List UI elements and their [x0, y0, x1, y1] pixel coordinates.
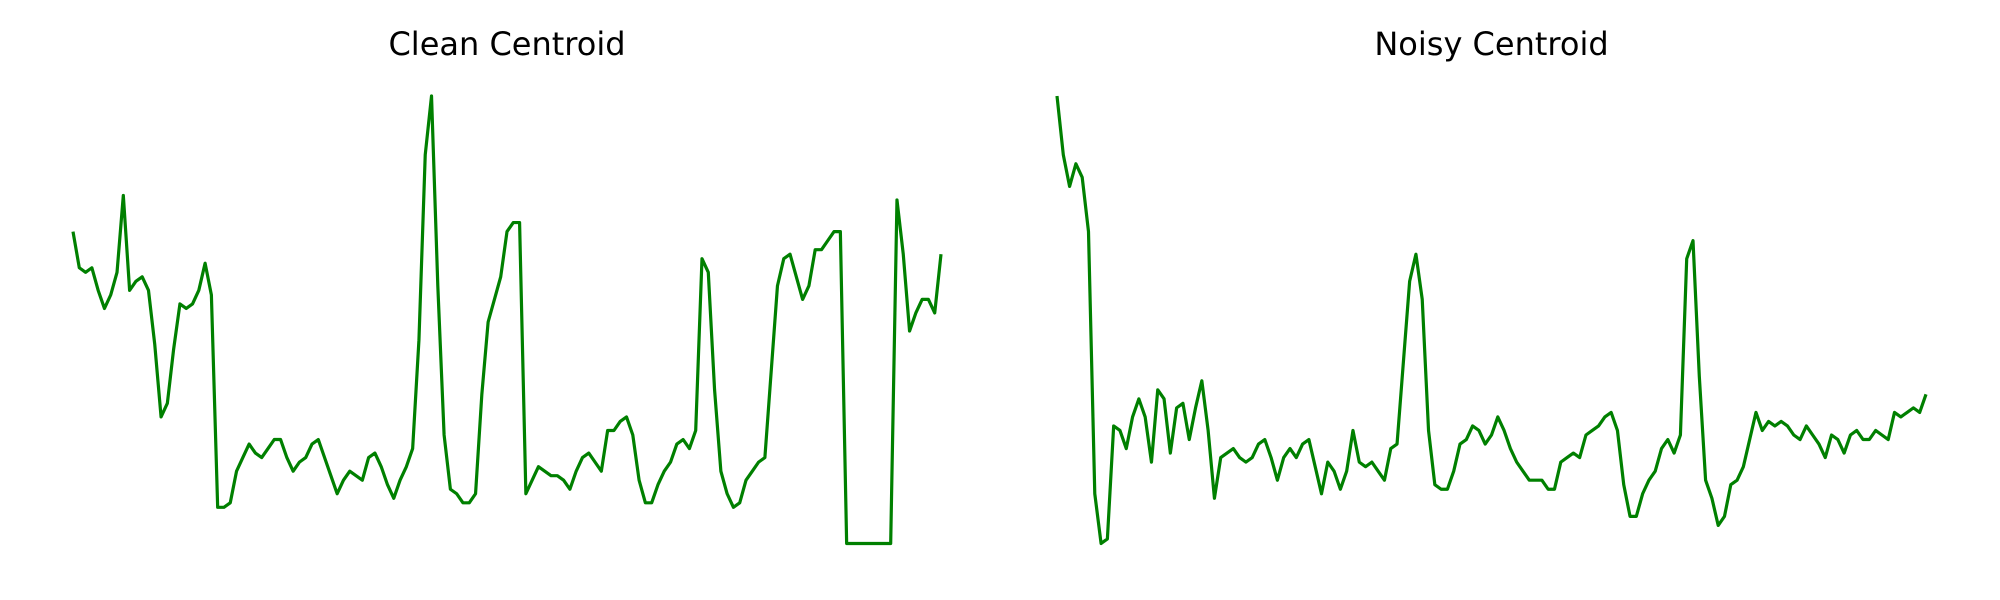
- data-line: [1055, 95, 1928, 546]
- chart-title: Clean Centroid: [388, 25, 625, 63]
- chart-title: Noisy Centroid: [1374, 25, 1608, 63]
- data-line: [71, 94, 943, 546]
